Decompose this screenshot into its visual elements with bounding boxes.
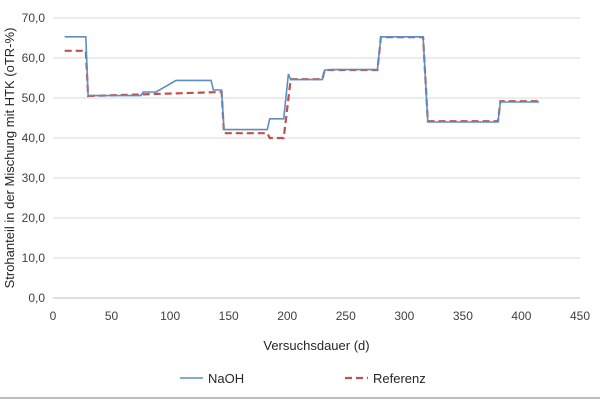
y-tick-label: 30,0 xyxy=(22,171,46,185)
x-tick-label: 50 xyxy=(105,309,119,323)
legend: NaOH Referenz xyxy=(180,371,426,386)
x-tick-label: 0 xyxy=(50,309,57,323)
y-tick-label: 10,0 xyxy=(22,251,46,265)
y-tick-label: 40,0 xyxy=(22,131,46,145)
y-tick-label: 60,0 xyxy=(22,51,46,65)
y-tick-label: 70,0 xyxy=(22,11,46,25)
x-axis-ticks: 0 50 100 150 200 250 300 350 400 450 xyxy=(50,309,591,323)
grid-lines xyxy=(53,17,580,259)
x-tick-label: 100 xyxy=(160,309,180,323)
y-axis-title: Strohanteil in der Mischung mit HTK (oTR… xyxy=(2,28,17,289)
x-tick-label: 300 xyxy=(394,309,414,323)
x-tick-label: 250 xyxy=(336,309,356,323)
y-tick-label: 50,0 xyxy=(22,91,46,105)
x-tick-label: 150 xyxy=(219,309,239,323)
legend-label-naoh: NaOH xyxy=(208,371,244,386)
series-line-referenz xyxy=(64,36,539,140)
x-tick-label: 350 xyxy=(453,309,473,323)
y-tick-label: 0,0 xyxy=(28,291,45,305)
series-lines xyxy=(64,35,539,140)
y-tick-label: 20,0 xyxy=(22,211,46,225)
series-line-naoh xyxy=(64,35,539,131)
y-axis-ticks: 0,0 10,0 20,0 30,0 40,0 50,0 60,0 70,0 xyxy=(22,11,46,305)
x-tick-label: 200 xyxy=(277,309,297,323)
legend-label-referenz: Referenz xyxy=(373,371,426,386)
x-axis-title: Versuchsdauer (d) xyxy=(263,338,369,353)
x-tick-label: 450 xyxy=(570,309,590,323)
x-tick-label: 400 xyxy=(511,309,531,323)
